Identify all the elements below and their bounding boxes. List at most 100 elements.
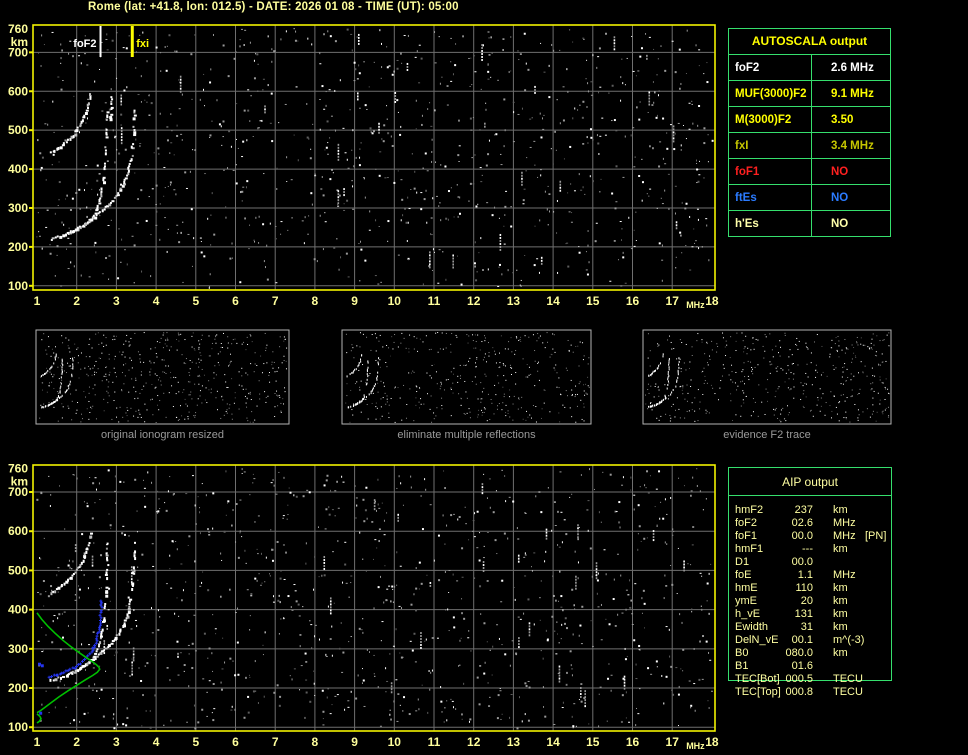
- svg-text:6: 6: [232, 735, 239, 749]
- row-unit: km: [833, 621, 848, 633]
- svg-text:8: 8: [312, 735, 319, 749]
- row-label: fxI: [729, 133, 812, 158]
- thumbnail-3-plot: [642, 329, 892, 425]
- thumbnail-caption: eliminate multiple reflections: [397, 429, 536, 441]
- second-hop-o-trace: [50, 532, 94, 596]
- row-value: 237: [794, 504, 813, 516]
- table-row: D1 00.0: [729, 556, 891, 569]
- row-label: ymE: [735, 595, 757, 607]
- svg-text:700: 700: [8, 485, 28, 499]
- table-row: fxI 3.4 MHz: [729, 132, 890, 158]
- row-label: foF2: [729, 55, 812, 80]
- row-value: ---: [802, 543, 813, 555]
- thumbnail-caption: original ionogram resized: [101, 429, 224, 441]
- thumbnail-2-plot: [341, 329, 592, 425]
- row-unit: MHz: [833, 517, 856, 529]
- svg-text:600: 600: [8, 524, 28, 538]
- row-unit: km: [833, 647, 848, 659]
- row-unit: km: [833, 595, 848, 607]
- table-row: h'Es NO: [729, 210, 890, 236]
- svg-text:3: 3: [113, 294, 120, 308]
- svg-text:8: 8: [312, 294, 319, 308]
- fxi-marker-label: fxi: [136, 38, 149, 50]
- row-value: 3.50: [831, 113, 854, 126]
- svg-text:200: 200: [8, 681, 28, 695]
- svg-text:18: 18: [705, 294, 719, 308]
- row-unit: km: [833, 582, 848, 594]
- second-hop-x-trace: [109, 96, 114, 122]
- row-label: TEC[Top]: [735, 686, 781, 698]
- svg-text:5: 5: [192, 735, 199, 749]
- svg-text:12: 12: [467, 735, 481, 749]
- table-row: foF1 NO: [729, 158, 890, 184]
- table-row: foF2 2.6 MHz: [729, 54, 890, 80]
- row-unit: MHz: [833, 530, 856, 542]
- table-row: foE 1.1 MHz: [729, 569, 891, 582]
- row-label: DelN_vE: [735, 634, 779, 646]
- svg-text:400: 400: [8, 162, 28, 176]
- svg-text:760: 760: [8, 22, 28, 36]
- svg-text:500: 500: [8, 123, 28, 137]
- row-value: 000.5: [785, 673, 813, 685]
- svg-text:300: 300: [8, 201, 28, 215]
- table-row: h_vE 131 km: [729, 608, 891, 621]
- row-unit: km: [833, 504, 848, 516]
- row-value: 000.8: [785, 686, 813, 698]
- row-unit: km: [833, 608, 848, 620]
- svg-text:7: 7: [272, 735, 279, 749]
- svg-text:200: 200: [8, 240, 28, 254]
- row-label: MUF(3000)F2: [729, 81, 812, 106]
- svg-text:500: 500: [8, 563, 28, 577]
- row-label: h_vE: [735, 608, 761, 620]
- table-row: TEC[Bot] 000.5 TECU: [729, 673, 891, 686]
- row-label: Ewidth: [735, 621, 769, 633]
- svg-text:6: 6: [232, 294, 239, 308]
- svg-text:400: 400: [8, 603, 28, 617]
- row-label: hmE: [735, 582, 758, 594]
- svg-text:17: 17: [666, 735, 680, 749]
- svg-text:7: 7: [272, 294, 279, 308]
- row-label: TEC[Bot]: [735, 673, 780, 685]
- row-value: 110: [795, 582, 813, 594]
- second-hop-o-trace: [49, 93, 92, 154]
- row-label: foF1: [735, 530, 758, 542]
- table-row: ftEs NO: [729, 184, 890, 210]
- svg-text:15: 15: [586, 735, 600, 749]
- svg-text:18: 18: [705, 735, 719, 749]
- svg-text:km: km: [11, 475, 28, 489]
- F2-extraordinary-trace-1st-hop: [67, 541, 137, 676]
- aip-table-header: AIP output: [782, 475, 838, 489]
- row-value: 00.1: [791, 634, 813, 646]
- svg-text:9: 9: [351, 294, 358, 308]
- row-label: foE: [735, 569, 752, 581]
- table-row: hmE 110 km: [729, 582, 891, 595]
- page-title: Rome (lat: +41.8, lon: 012.5) - DATE: 20…: [88, 1, 459, 13]
- svg-text:2: 2: [73, 735, 80, 749]
- foF2-marker-label: foF2: [73, 38, 96, 50]
- svg-text:11: 11: [428, 294, 441, 308]
- svg-text:2: 2: [73, 294, 80, 308]
- svg-text:10: 10: [388, 294, 402, 308]
- row-label: ftEs: [729, 185, 812, 210]
- svg-text:13: 13: [507, 294, 521, 308]
- row-label: B0: [735, 647, 749, 659]
- row-value: 080.0: [785, 647, 813, 659]
- svg-text:11: 11: [428, 735, 441, 749]
- svg-text:15: 15: [586, 294, 600, 308]
- svg-text:600: 600: [8, 84, 28, 98]
- svg-text:100: 100: [8, 720, 28, 734]
- row-unit: m^(-3): [833, 634, 865, 646]
- row-value: 131: [794, 608, 813, 620]
- aip-output-table: AIP output hmF2 237 km foF2 02.6 MHz foF1 00.0 M…: [728, 467, 892, 698]
- svg-text:1: 1: [34, 294, 41, 308]
- row-label: M(3000)F2: [729, 107, 812, 132]
- svg-text:14: 14: [546, 735, 560, 749]
- e-region-profile-loop: [36, 713, 42, 724]
- svg-text:17: 17: [666, 294, 680, 308]
- table-row: foF2 02.6 MHz: [729, 517, 891, 530]
- svg-text:12: 12: [467, 294, 481, 308]
- autoscala-restored-trace: [47, 599, 104, 679]
